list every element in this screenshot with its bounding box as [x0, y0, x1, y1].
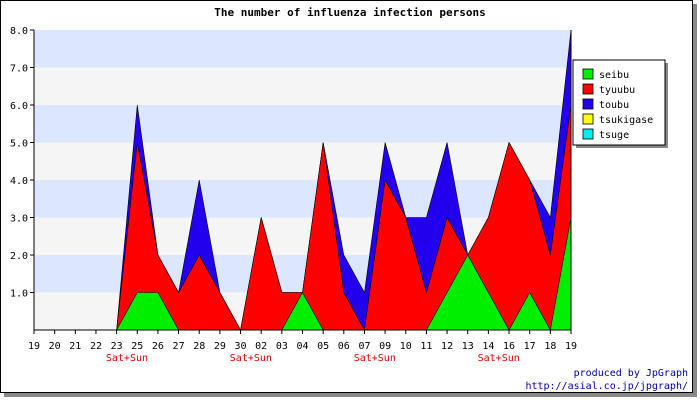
legend-swatch-tyuubu — [582, 83, 594, 95]
legend-swatch-tsukigase — [582, 113, 594, 125]
x-tick-label: 06 — [338, 341, 350, 352]
weekend-label: Sat+Sun — [478, 353, 520, 364]
x-tick-label: 25 — [131, 341, 143, 352]
x-tick-label: 19 — [565, 341, 577, 352]
grid-band — [34, 30, 571, 68]
x-tick-label: 17 — [524, 341, 536, 352]
x-tick-label: 30 — [235, 341, 247, 352]
x-tick-label: 26 — [152, 341, 164, 352]
x-tick-label: 10 — [400, 341, 412, 352]
y-tick-label: 7.0 — [10, 64, 28, 75]
x-tick-label: 02 — [255, 341, 267, 352]
x-tick-label: 29 — [214, 341, 226, 352]
legend-label-seibu: seibu — [599, 70, 629, 81]
x-tick-label: 07 — [358, 341, 370, 352]
x-tick-labels: 19 20 21 22 23 25 26 27 28 29 30 02 03 04 05 06 07 09 10 11… — [28, 330, 577, 352]
x-tick-label: 13 — [462, 341, 474, 352]
y-tick-label: 1.0 — [10, 289, 28, 300]
x-tick-label: 03 — [276, 341, 288, 352]
legend-swatch-tsuge — [582, 128, 594, 140]
weekend-label: Sat+Sun — [106, 353, 148, 364]
grid-band — [34, 67, 571, 105]
chart-title: The number of influenza infection person… — [214, 6, 486, 19]
legend-label-tsukigase: tsukigase — [599, 115, 653, 126]
weekend-label: Sat+Sun — [230, 353, 272, 364]
weekend-labels: Sat+Sun Sat+Sun Sat+Sun Sat+Sun — [106, 353, 520, 364]
x-tick-label: 05 — [317, 341, 329, 352]
y-tick-label: 5.0 — [10, 139, 28, 150]
y-tick-label: 2.0 — [10, 251, 28, 262]
legend-swatch-seibu — [582, 68, 594, 80]
y-tick-label: 3.0 — [10, 214, 28, 225]
x-tick-label: 21 — [69, 341, 81, 352]
x-tick-label: 27 — [173, 341, 185, 352]
x-tick-label: 14 — [482, 341, 494, 352]
legend: seibu tyuubu toubu tsukigase tsuge — [572, 59, 668, 148]
x-tick-label: 23 — [111, 341, 123, 352]
legend-swatch-toubu — [582, 98, 594, 110]
legend-label-tyuubu: tyuubu — [599, 85, 635, 96]
legend-label-toubu: toubu — [599, 100, 629, 111]
x-tick-label: 11 — [420, 341, 432, 352]
weekend-label: Sat+Sun — [354, 353, 396, 364]
x-tick-label: 04 — [296, 341, 308, 352]
grid-band — [34, 105, 571, 143]
legend-label-tsuge: tsuge — [599, 130, 629, 141]
x-tick-label: 09 — [379, 341, 391, 352]
y-tick-label: 6.0 — [10, 101, 28, 112]
x-tick-label: 28 — [193, 341, 205, 352]
credit-line-2: http://asial.co.jp/jpgraph/ — [525, 381, 688, 392]
y-tick-label: 4.0 — [10, 176, 28, 187]
x-tick-label: 16 — [503, 341, 515, 352]
x-tick-label: 19 — [28, 341, 40, 352]
grid-band — [34, 180, 571, 218]
y-tick-labels: 1.0 2.0 3.0 4.0 5.0 6.0 7.0 8.0 — [10, 26, 34, 300]
y-tick-label: 8.0 — [10, 26, 28, 37]
credit-line-1: produced by JpGraph — [574, 368, 688, 379]
x-tick-label: 22 — [90, 341, 102, 352]
x-tick-label: 18 — [544, 341, 556, 352]
series-area-tyuubu — [34, 104, 572, 331]
series-areas — [34, 29, 572, 331]
x-tick-label: 20 — [49, 341, 61, 352]
grid-band — [34, 142, 571, 180]
x-tick-label: 12 — [441, 341, 453, 352]
